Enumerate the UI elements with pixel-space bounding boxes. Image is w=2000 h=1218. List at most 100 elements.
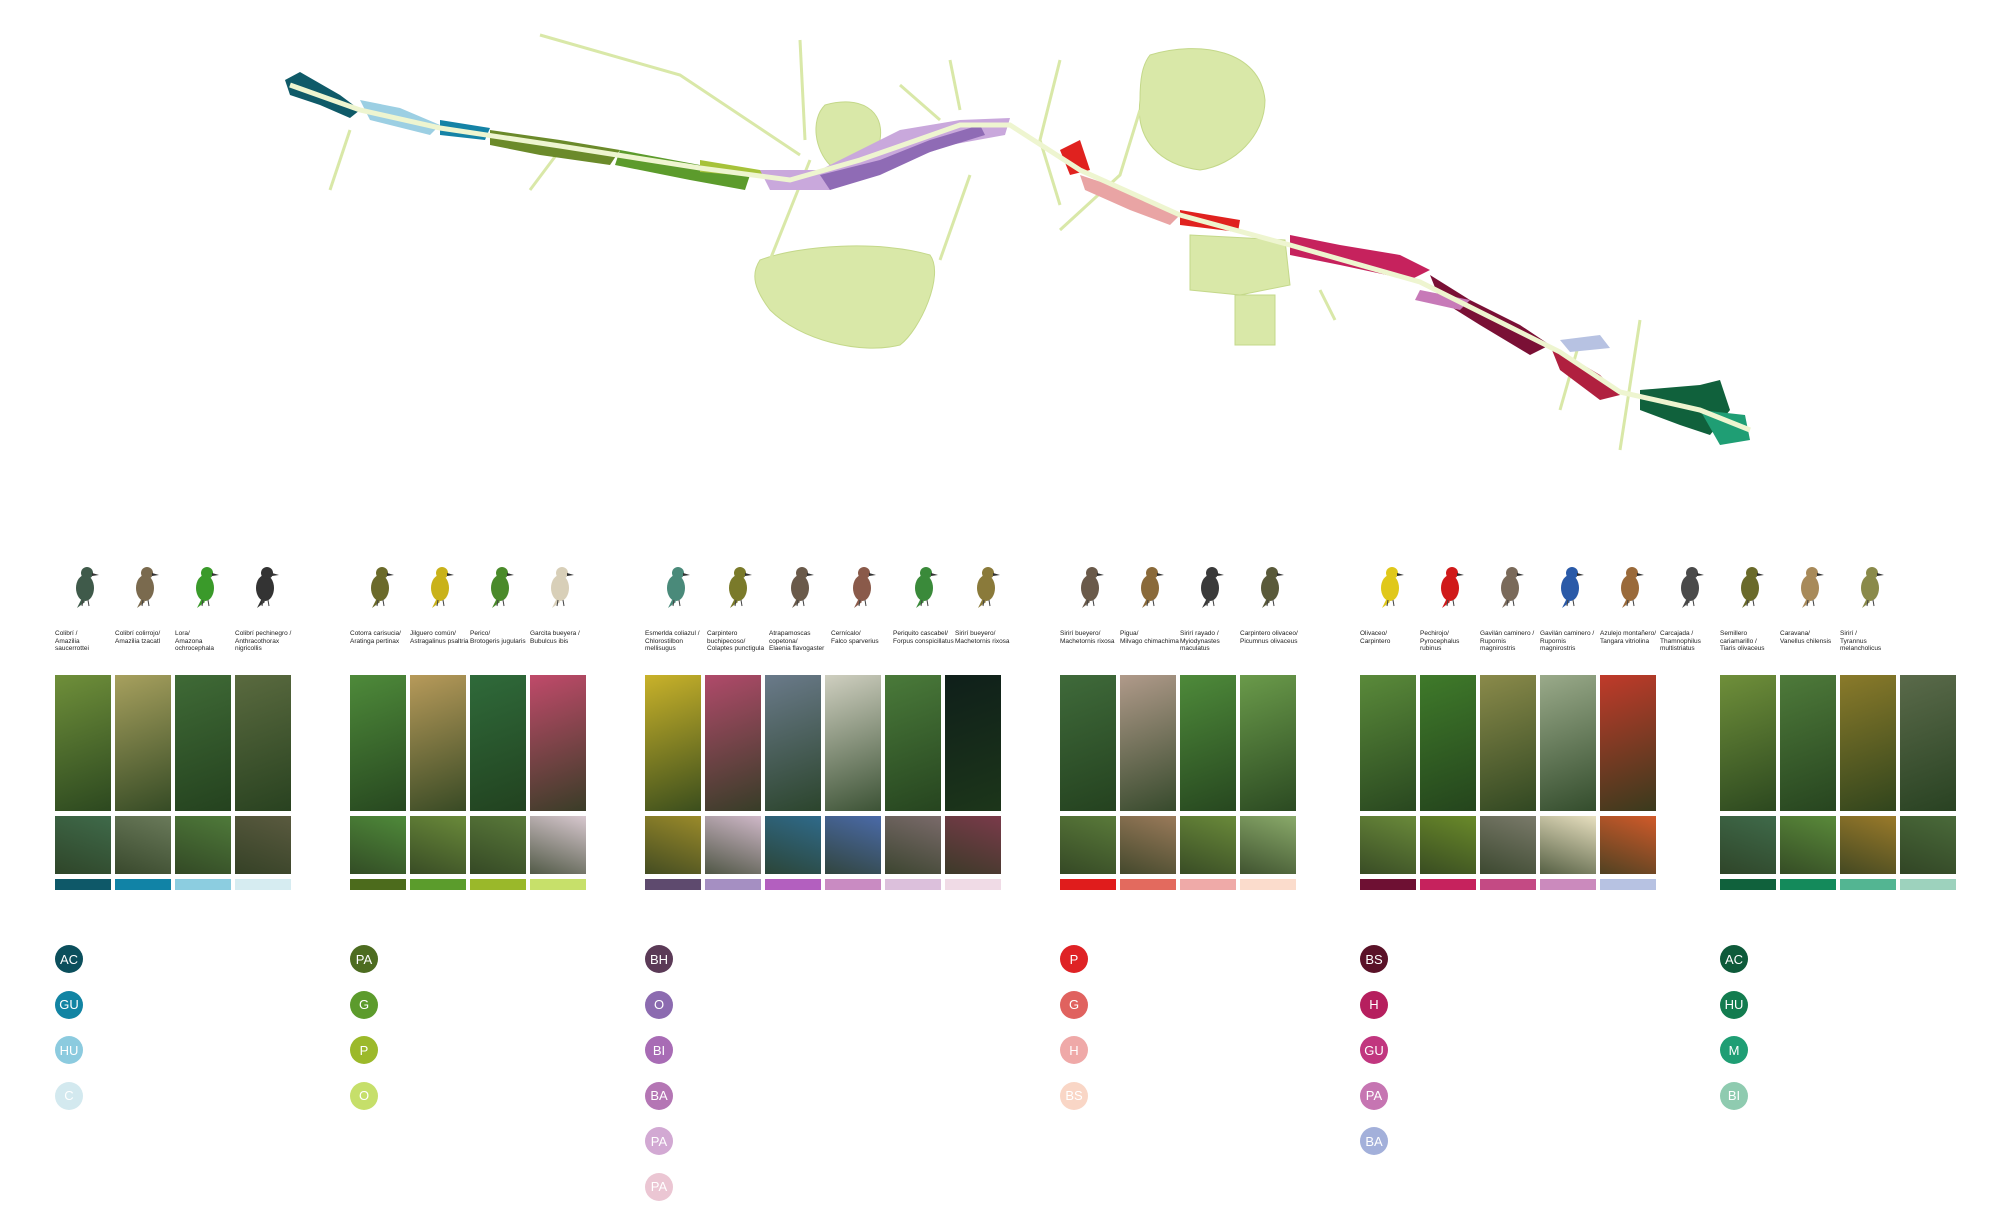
bird-label: Carpintero buchipecoso/ Colaptes punctig…: [707, 630, 765, 652]
color-swatch: [115, 879, 171, 890]
bird-label: Pigua/ Milvago chimachima: [1120, 630, 1179, 645]
hummingbird-icon: [63, 560, 107, 610]
bird-label: Sirirí bueyero/ Machetornis rixosa: [1060, 630, 1115, 645]
connector-line: [1038, 59, 1062, 206]
color-swatch: [825, 879, 881, 890]
woodpecker-icon: [716, 560, 760, 610]
parakeet-icon: [478, 560, 522, 610]
habitat-group-6: Semillero cariamarillo / Tiaris olivaceu…: [1720, 560, 1956, 1110]
habitat-photo: [175, 675, 231, 811]
bird-label: Pechirojo/ Pyrocephalus rubinus: [1420, 630, 1460, 652]
color-swatch: [765, 879, 821, 890]
connector-line: [539, 33, 801, 157]
habitat-photo: [1540, 675, 1596, 811]
bird-label: Colibrí colirrojo/ Amazilia tzacatl: [115, 630, 161, 645]
photo-column: [235, 675, 291, 890]
bird-species: Carpintero buchipecoso/ Colaptes punctig…: [707, 560, 769, 652]
habitat-photo: [410, 675, 466, 811]
hummingbird-icon: [123, 560, 167, 610]
plant-detail-photo: [765, 816, 821, 874]
plant-detail-photo: [825, 816, 881, 874]
zone-code-badge: M: [1720, 1036, 1748, 1064]
plant-detail-photo: [1060, 816, 1116, 874]
photo-column: [175, 675, 231, 890]
zone-code-badge: H: [1360, 990, 1388, 1019]
habitat-photo: [1120, 675, 1176, 811]
color-swatch: [350, 879, 406, 890]
plant-detail-photo: [1180, 816, 1236, 874]
color-swatch: [175, 879, 231, 890]
habitat-photo: [1600, 675, 1656, 811]
kestrel-icon: [840, 560, 884, 610]
color-swatch: [235, 879, 291, 890]
plant-detail-photo: [1240, 816, 1296, 874]
color-swatch: [55, 879, 111, 890]
photo-column: [1840, 675, 1896, 890]
color-swatch: [1600, 879, 1656, 890]
photo-column: [1060, 675, 1116, 890]
zone-code-badge: HU: [55, 1036, 83, 1064]
segment-magenta: [1290, 235, 1430, 280]
zone-legend: AC HU M BI: [1720, 945, 1748, 1127]
habitat-photo: [1780, 675, 1836, 811]
bird-label: Lora/ Amazona ochrocephala: [175, 630, 215, 652]
photo-column: [765, 675, 821, 890]
photo-column: [1600, 675, 1656, 890]
bird-label: Periquito cascabel/ Forpus conspicillatu…: [893, 630, 954, 645]
parakeet-icon: [358, 560, 402, 610]
bird-label: Colibrí / Amazilia saucerrottei: [55, 630, 89, 652]
habitat-photo-grid: [55, 675, 295, 890]
bird-label: Azulejo montañero/ Tangara vitriolina: [1600, 630, 1657, 645]
songbird-icon: [1608, 560, 1652, 610]
zone-code-badge: GU: [55, 990, 83, 1019]
photo-column: [645, 675, 701, 890]
zone-code-badge: PA: [1360, 1081, 1388, 1110]
egret-icon: [538, 560, 582, 610]
connector-line: [1318, 289, 1337, 321]
photo-column: [885, 675, 941, 890]
habitat-photo-grid: [1060, 675, 1300, 890]
zone-code-badge: BA: [1360, 1127, 1388, 1155]
habitat-photo-grid: [645, 675, 1005, 890]
segment-red: [1060, 140, 1090, 175]
habitat-photo: [1840, 675, 1896, 811]
bird-label: Atrapamoscas copetona/ Elaenia flavogast…: [769, 630, 825, 652]
habitat-group-2: Cotorra carisucia/ Aratinga pertinax Jilg…: [350, 560, 590, 1110]
flycatcher-icon: [1068, 560, 1112, 610]
bird-species: Carcajada / Thamnophilus multistriatus: [1660, 560, 1720, 652]
bird-species: Colibrí pechinegro / Anthracothorax nigr…: [235, 560, 295, 652]
segment-pink: [1415, 290, 1470, 310]
bird-row: Sirirí bueyero/ Machetornis rixosa Pigua/…: [1060, 560, 1300, 652]
color-swatch: [885, 879, 941, 890]
photo-column: [825, 675, 881, 890]
photo-column: [945, 675, 1001, 890]
plant-detail-photo: [1900, 816, 1956, 874]
plant-detail-photo: [55, 816, 111, 874]
hawk-icon: [1488, 560, 1532, 610]
zone-code-badge: H: [1060, 1036, 1088, 1064]
flycatcher-icon: [1188, 560, 1232, 610]
habitat-photo-grid: [1360, 675, 1660, 890]
songbird-icon: [1368, 560, 1412, 610]
plant-detail-photo: [235, 816, 291, 874]
photo-column: [1480, 675, 1536, 890]
zone-code-badge: PA: [645, 1172, 673, 1201]
bird-species: Esmerlda coliazul / Chlorostilbon mellis…: [645, 560, 707, 652]
color-swatch: [1540, 879, 1596, 890]
corridor-map: [285, 33, 1751, 451]
photo-column: [470, 675, 526, 890]
plant-detail-photo: [1840, 816, 1896, 874]
photo-column: [530, 675, 586, 890]
photo-column: [705, 675, 761, 890]
habitat-photo: [1240, 675, 1296, 811]
bird-species: Periquito cascabel/ Forpus conspicillatu…: [893, 560, 955, 650]
habitat-photo: [55, 675, 111, 811]
zone-legend: PA G P O: [350, 945, 378, 1127]
habitat-photo: [945, 675, 1001, 811]
bird-label: Garcita bueyera / Bubulcus ibis: [530, 630, 580, 645]
bird-species: Garcita bueyera / Bubulcus ibis: [530, 560, 590, 650]
zone-code-badge: AC: [55, 945, 83, 973]
habitat-photo: [1900, 675, 1956, 811]
plant-detail-photo: [645, 816, 701, 874]
zone-code-badge: PA: [350, 945, 378, 973]
